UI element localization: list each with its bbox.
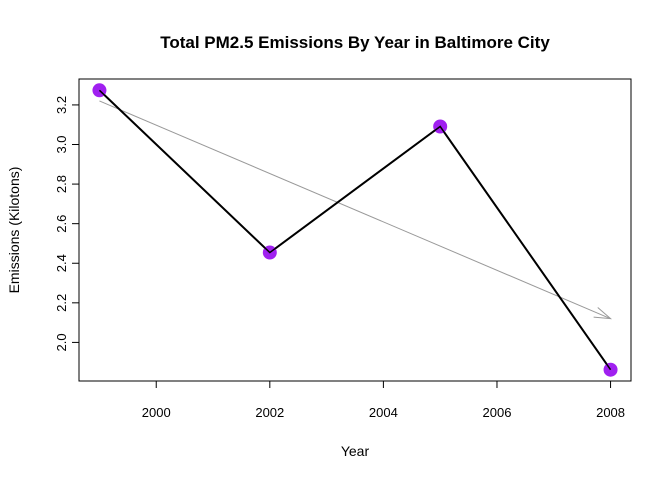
y-tick-label: 3.2 bbox=[54, 96, 69, 114]
x-axis-label: Year bbox=[341, 443, 370, 459]
trend-arrowhead bbox=[593, 307, 613, 320]
trend-arrow bbox=[99, 100, 613, 320]
series-line bbox=[98, 89, 612, 371]
x-tick-label: 2000 bbox=[142, 405, 171, 420]
series-line-overlay bbox=[98, 89, 612, 371]
y-tick-label: 2.0 bbox=[54, 333, 69, 351]
y-axis: 2.0 2.2 2.4 2.6 2.8 3.0 3.2 bbox=[54, 96, 80, 351]
x-axis: 2000 2002 2004 2006 2008 bbox=[142, 380, 625, 420]
y-tick-label: 2.8 bbox=[54, 175, 69, 193]
y-tick-label: 2.6 bbox=[54, 215, 69, 233]
x-tick-label: 2004 bbox=[369, 405, 398, 420]
plot-frame bbox=[78, 78, 632, 382]
x-tick-label: 2008 bbox=[596, 405, 625, 420]
x-tick-label: 2006 bbox=[483, 405, 512, 420]
y-tick-label: 2.2 bbox=[54, 294, 69, 312]
trend-line bbox=[99, 100, 611, 320]
y-tick-label: 3.0 bbox=[54, 135, 69, 153]
y-axis-label: Emissions (Kilotons) bbox=[6, 167, 22, 294]
series-emissions bbox=[92, 83, 618, 377]
x-tick-label: 2002 bbox=[255, 405, 284, 420]
chart-title: Total PM2.5 Emissions By Year in Baltimo… bbox=[160, 33, 550, 52]
y-tick-label: 2.4 bbox=[54, 254, 69, 272]
